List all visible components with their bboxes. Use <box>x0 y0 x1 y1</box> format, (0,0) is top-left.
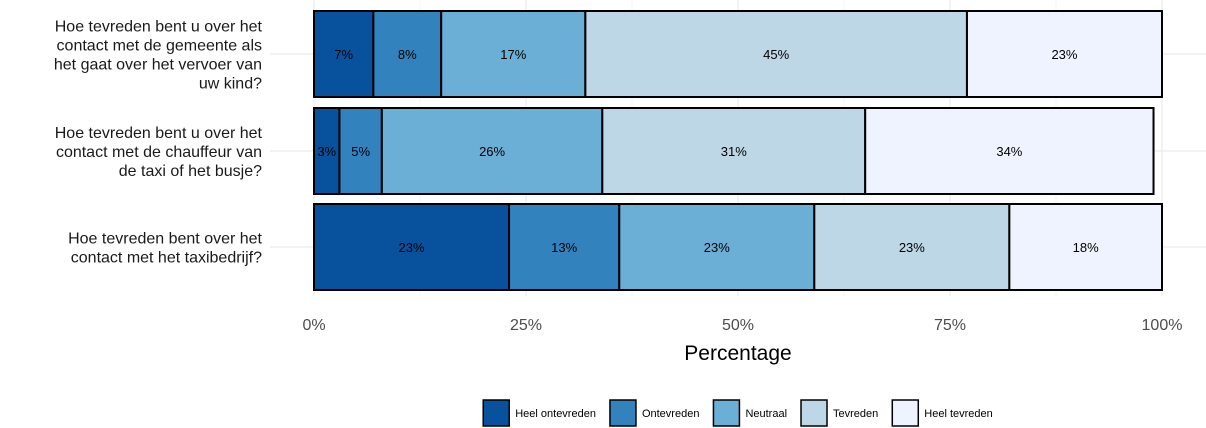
category-labels: Hoe tevreden bent u over het contact met … <box>54 19 263 267</box>
legend-key-0 <box>482 399 510 427</box>
data-label-1-1: 5% <box>351 144 370 159</box>
data-label-0-0: 7% <box>334 47 353 62</box>
data-label-0-2: 17% <box>500 47 526 62</box>
legend-key-4 <box>891 399 920 427</box>
category-label-line: Hoe tevreden bent over het <box>68 231 262 248</box>
legend-label-1: Ontevreden <box>642 408 699 420</box>
bar-segment-0-3 <box>584 10 968 98</box>
bar-segment-1-3 <box>601 107 867 195</box>
legend-label-0: Heel ontevreden <box>515 408 596 420</box>
data-label-1-4: 34% <box>996 144 1022 159</box>
legend-label-3: Tevreden <box>833 408 878 420</box>
data-label-2-0: 23% <box>399 240 425 255</box>
data-label-0-1: 8% <box>398 47 417 62</box>
data-label-1-2: 26% <box>479 144 505 159</box>
data-label-0-4: 23% <box>1051 47 1077 62</box>
bars: 7% 8% 17% 45% 23% 3% 5% 26% 31% 34% 23% 13% 23% 23% 18… <box>313 10 1164 291</box>
category-label-line: Hoe tevreden bent u over het <box>55 125 263 142</box>
data-label-2-1: 13% <box>551 240 577 255</box>
x-tick-label-3: 75% <box>934 317 966 334</box>
category-label-line: het gaat over het vervoer van <box>54 57 262 74</box>
legend: Heel ontevreden Ontevreden Neutraal Tevrede… <box>482 399 993 427</box>
category-label-2: Hoe tevreden bent over het contact met he… <box>68 231 262 267</box>
bar-segment-2-0 <box>313 203 511 291</box>
data-label-2-2: 23% <box>704 240 730 255</box>
category-label-0: Hoe tevreden bent u over het contact met … <box>54 19 263 93</box>
bar-segment-2-2 <box>618 203 816 291</box>
data-label-1-3: 31% <box>721 144 747 159</box>
legend-key-2 <box>712 399 741 427</box>
bar-segment-2-4 <box>1008 203 1163 291</box>
category-label-line: contact met de chauffeur van <box>56 144 262 161</box>
category-label-line: contact met de gemeente als <box>57 38 262 55</box>
x-axis-title: Percentage <box>684 342 791 365</box>
bar-segment-2-3 <box>813 203 1011 291</box>
category-label-line: Hoe tevreden bent u over het <box>55 19 263 36</box>
category-label-1: Hoe tevreden bent u over het contact met … <box>55 125 263 180</box>
data-label-1-0: 3% <box>317 144 336 159</box>
bar-segment-1-1 <box>338 107 383 195</box>
category-label-line: de taxi of het busje? <box>119 163 262 180</box>
bar-segment-0-0 <box>313 10 375 98</box>
bar-segment-1-4 <box>864 107 1155 195</box>
data-label-0-3: 45% <box>763 47 789 62</box>
category-label-line: uw kind? <box>199 76 262 93</box>
legend-key-1 <box>609 399 637 427</box>
legend-label-2: Neutraal <box>745 408 787 420</box>
x-tick-label-2: 50% <box>722 317 754 334</box>
x-axis-tick-labels: 0% 25% 50% 75% 100% <box>302 317 1182 334</box>
x-tick-label-1: 25% <box>510 317 542 334</box>
legend-label-4: Heel tevreden <box>924 408 993 420</box>
data-label-2-3: 23% <box>899 240 925 255</box>
legend-key-3 <box>800 399 828 427</box>
bar-segment-0-2 <box>440 10 587 98</box>
x-tick-label-4: 100% <box>1142 317 1183 334</box>
x-tick-label-0: 0% <box>302 317 325 334</box>
data-label-2-4: 18% <box>1073 240 1099 255</box>
category-label-line: contact met het taxibedrijf? <box>71 250 262 267</box>
bar-segment-0-1 <box>372 10 443 98</box>
bar-segment-0-4 <box>965 10 1164 98</box>
